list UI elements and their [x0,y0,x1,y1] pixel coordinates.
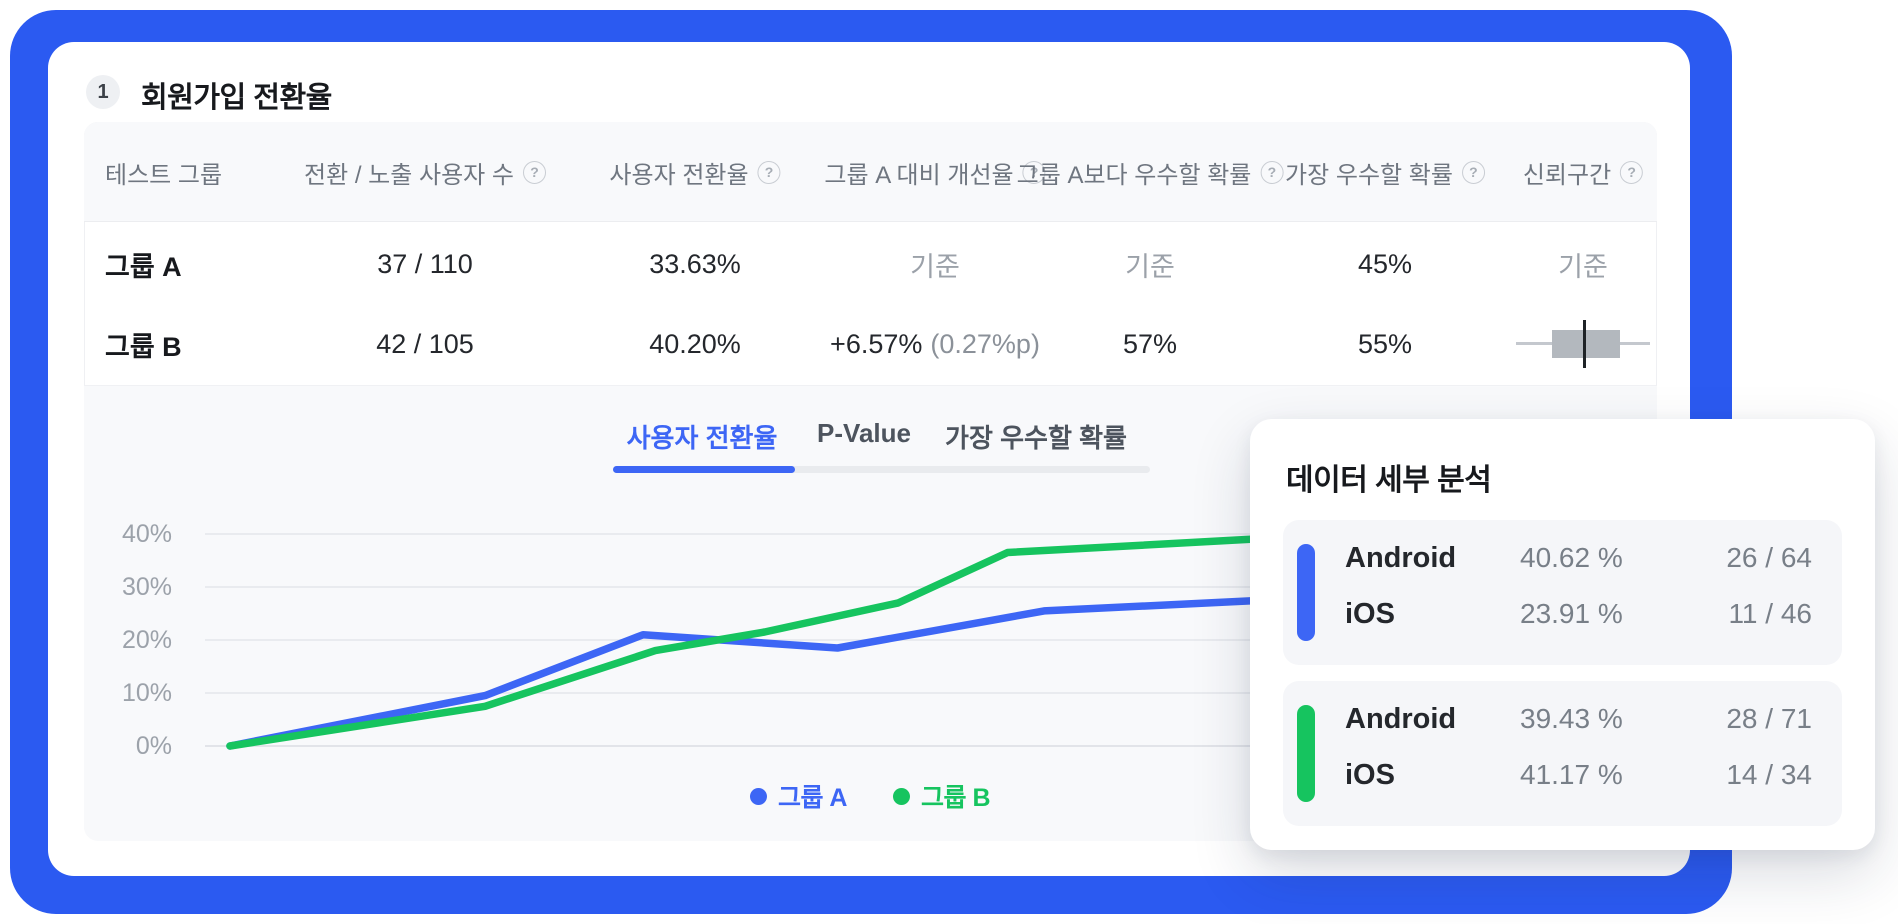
platform-count: 26 / 64 [1726,542,1812,573]
column-label: 전환 / 노출 사용자 수 [304,161,514,189]
legend-dot [749,787,767,805]
platform-rate: 23.91 % [1520,598,1623,629]
help-icon[interactable]: ? [1260,160,1284,184]
column-label: 사용자 전환율 [609,161,749,189]
group-color-bar [1297,705,1315,802]
table-header-cell: 그룹 A보다 우수할 확률? [1017,152,1284,192]
column-label: 그룹 A보다 우수할 확률 [1016,161,1252,189]
platform-label: Android [1345,542,1457,574]
tab-underline-track [613,466,1150,473]
page-title: 회원가입 전환율 [141,82,332,114]
platform-count: 14 / 34 [1726,759,1812,790]
chart-tab-2[interactable]: P-Value [811,414,917,453]
platform-rate: 40.62 % [1520,542,1623,573]
help-icon[interactable]: ? [1620,160,1644,184]
chart-tab-3[interactable]: 가장 우수할 확률 [939,414,1133,459]
step-badge: 1 [86,75,120,109]
cell-conversion-rate: 33.63% [649,248,741,279]
group-color-bar [1297,544,1315,641]
platform-rate: 39.43 % [1520,703,1623,734]
table-header-cell: 전환 / 노출 사용자 수? [304,152,546,192]
platform-label: Android [1345,703,1457,735]
platform-count: 11 / 46 [1728,598,1812,629]
column-label: 테스트 그룹 [105,161,223,189]
ci-median-line [1583,320,1586,368]
chart-legend: 그룹 A 그룹 B [749,778,991,814]
cell-users: 42 / 105 [376,328,474,359]
cell-beats-group-a: 57% [1122,328,1178,359]
table-header-cell: 신뢰구간? [1522,152,1644,192]
platform-breakdown-group-b: Android 39.43 % 28 / 71 iOS 41.17 % 14 / 34 [1283,681,1842,826]
cell-group-name: 그룹 B [105,331,182,362]
cell-group-name: 그룹 A [105,251,182,282]
column-label: 그룹 A 대비 개선율 [824,161,1014,189]
legend-label: 그룹 B [921,784,991,812]
platform-count: 28 / 71 [1726,703,1812,734]
cell-conversion-rate: 40.20% [649,328,741,359]
cell-best-probability: 45% [1357,248,1413,279]
table-header-cell: 그룹 A 대비 개선율? [824,152,1046,192]
platform-label: iOS [1345,759,1395,791]
help-icon[interactable]: ? [522,160,546,184]
column-label: 가장 우수할 확률 [1285,161,1453,189]
chart-tab-1[interactable]: 사용자 전환율 [621,414,784,459]
help-icon[interactable]: ? [1461,160,1485,184]
help-icon[interactable]: ? [1022,160,1046,184]
table-header-cell: 사용자 전환율? [609,152,781,192]
help-icon[interactable]: ? [757,160,781,184]
table-header-band [84,122,1657,222]
tab-underline-active [613,466,795,473]
legend-label: 그룹 A [777,784,848,812]
ci-box [1552,330,1620,358]
cell-improvement: 기준 [910,251,960,282]
cell-best-probability: 55% [1357,328,1413,359]
cell-improvement-sub: (0.27%p) [930,328,1040,359]
detail-card-title: 데이터 세부 분석 [1286,464,1492,497]
cell-confidence-interval: 기준 [1558,251,1608,282]
column-label: 신뢰구간 [1522,161,1612,189]
cell-users: 37 / 110 [377,248,473,279]
cell-improvement: +6.57% (0.27%p) [830,328,1040,359]
legend-dot [893,787,910,805]
legend-item-group-a[interactable]: 그룹 A [749,778,848,814]
cell-beats-group-a: 기준 [1125,251,1175,282]
platform-rate: 41.17 % [1520,759,1623,790]
detail-analysis-card: 데이터 세부 분석 Android 40.62 % 26 / 64 iOS 23.91 … [1250,419,1875,850]
legend-item-group-b[interactable]: 그룹 B [893,778,991,814]
table-header-cell: 가장 우수할 확률? [1285,152,1485,192]
platform-label: iOS [1345,598,1395,630]
table-header-cell: 테스트 그룹 [105,152,222,192]
platform-breakdown-group-a: Android 40.62 % 26 / 64 iOS 23.91 % 11 / 46 [1283,520,1842,665]
